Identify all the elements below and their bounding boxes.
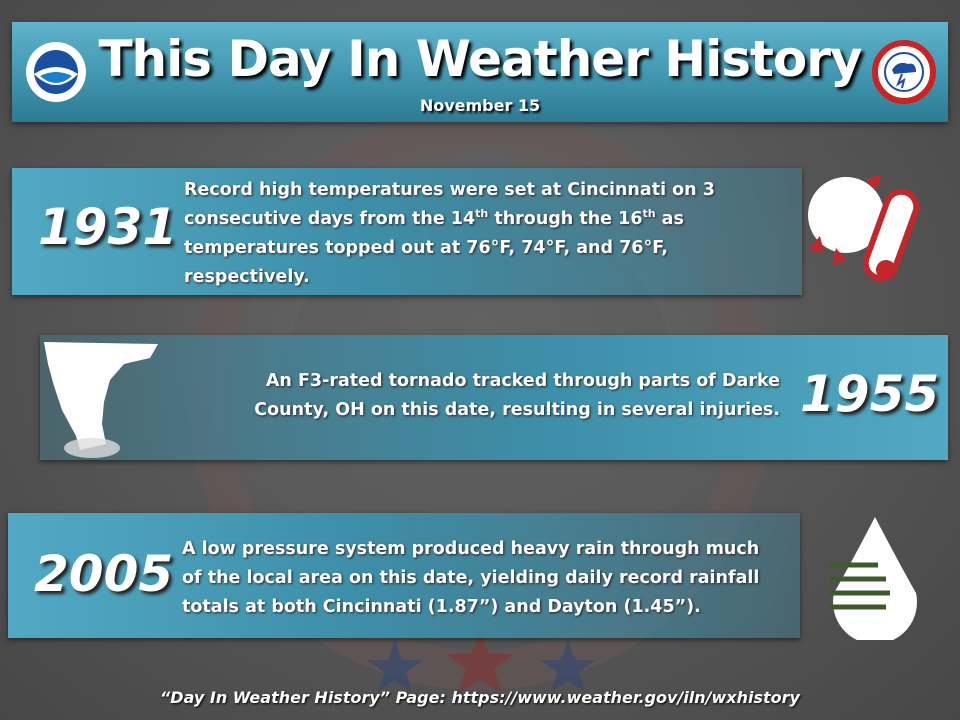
nws-logo	[872, 40, 936, 104]
sun-thermometer-icon	[808, 174, 920, 282]
raindrop-icon	[830, 517, 917, 640]
date: November 15	[419, 96, 541, 115]
title: This Day In Weather History	[98, 30, 862, 88]
text-part: A low pressure system produced heavy rai…	[182, 539, 760, 617]
event-year: 1931	[38, 198, 178, 256]
event-text: Record high temperatures were set at Cin…	[184, 176, 744, 292]
superscript: th	[475, 207, 489, 221]
superscript: th	[642, 207, 656, 221]
text-part: Record high temperatures were set at Cin…	[184, 180, 715, 229]
footer: “Day In Weather History” Page: https://w…	[160, 688, 800, 707]
event-text: A low pressure system produced heavy rai…	[182, 535, 782, 622]
text-part: An F3-rated tornado tracked through part…	[254, 371, 780, 420]
text-part: through the 16	[488, 209, 643, 229]
tornado-icon	[44, 342, 158, 458]
noaa-logo	[26, 42, 86, 102]
event-panel: An F3-rated tornado tracked through part…	[40, 335, 948, 460]
event-year: 2005	[34, 545, 174, 603]
event-panel: 2005 A low pressure system produced heav…	[8, 513, 800, 638]
event-year: 1955	[800, 365, 940, 423]
event-panel: 1931 Record high temperatures were set a…	[12, 168, 802, 295]
event-text: An F3-rated tornado tracked through part…	[190, 367, 780, 425]
header-band: This Day In Weather History November 15	[12, 22, 948, 122]
text-part: as temperatures topped out at 76°F, 74°F…	[184, 209, 684, 287]
